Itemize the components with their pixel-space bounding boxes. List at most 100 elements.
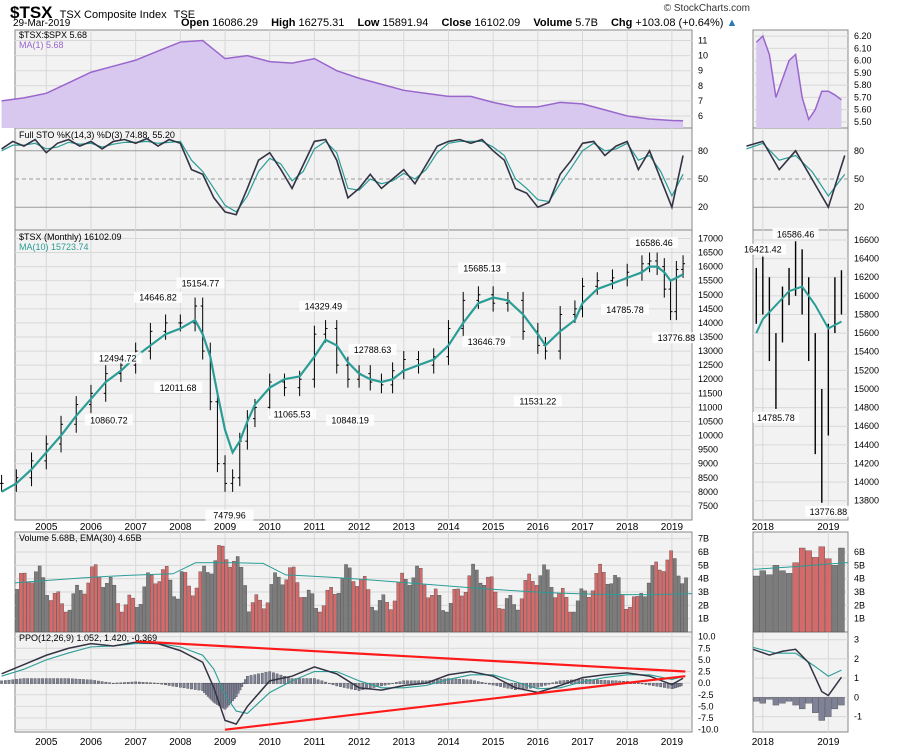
detail-price-y-tick: 16400 bbox=[854, 254, 879, 264]
ppo-histogram-bar bbox=[313, 678, 316, 684]
ppo-histogram-bar bbox=[454, 678, 458, 684]
volume-bar bbox=[41, 577, 46, 633]
volume-bar bbox=[665, 559, 670, 633]
price-y-tick: 13500 bbox=[698, 332, 723, 342]
detail-annotation-bg bbox=[739, 243, 786, 255]
ppo-histogram-bar bbox=[596, 679, 599, 684]
volume-bar bbox=[542, 564, 546, 633]
ppo-histogram-bar bbox=[305, 678, 309, 684]
x-tick-label: 2016 bbox=[527, 737, 550, 748]
volume-bar bbox=[164, 566, 169, 633]
ppo-y-tick: -2.5 bbox=[698, 690, 714, 700]
sto-legend: Full STO %K(14,3) %D(3) 74.88, 55.20 bbox=[19, 130, 175, 140]
volume-bar bbox=[161, 569, 165, 633]
high-value: 16275.31 bbox=[298, 17, 345, 29]
x-tick-label: 2010 bbox=[259, 737, 282, 748]
detail-ppo-histogram bbox=[825, 697, 832, 717]
detail-price-y-tick: 15600 bbox=[854, 328, 879, 338]
ppo-histogram-bar bbox=[346, 683, 350, 689]
detail-volume-bar bbox=[818, 546, 825, 633]
annotation-bg bbox=[462, 335, 511, 347]
volume-bar bbox=[314, 608, 318, 633]
volume-bar bbox=[411, 577, 416, 633]
price-y-tick: 14000 bbox=[698, 318, 723, 328]
x-tick-label: 2010 bbox=[259, 522, 282, 533]
price-y-tick: 10500 bbox=[698, 416, 723, 426]
volume-bar bbox=[583, 590, 587, 633]
volume-bar bbox=[262, 608, 266, 633]
ppo-histogram-bar bbox=[558, 680, 562, 684]
ppo-histogram-bar bbox=[644, 683, 648, 685]
volume-bar bbox=[407, 585, 412, 633]
ppo-histogram-bar bbox=[111, 683, 115, 684]
volume-bar bbox=[620, 594, 625, 633]
sto-y-tick: 50 bbox=[698, 174, 708, 184]
annotation-bg bbox=[600, 303, 649, 315]
close-label: Close bbox=[441, 17, 472, 29]
detail-price-y-tick: 16600 bbox=[854, 235, 879, 245]
price-annotation: 14646.82 bbox=[139, 293, 177, 303]
chart-header: $TSX TSX Composite Index TSE bbox=[10, 3, 195, 23]
ppo-histogram-bar bbox=[473, 680, 476, 684]
volume-bar bbox=[86, 582, 90, 633]
ppo-histogram-bar bbox=[555, 681, 558, 684]
volume-bar bbox=[93, 564, 98, 633]
ppo-histogram-bar bbox=[63, 678, 67, 684]
ppo-histogram-bar bbox=[182, 683, 186, 689]
ppo-histogram-bar bbox=[70, 678, 74, 684]
ppo-y-tick: -10.0 bbox=[698, 725, 719, 735]
ppo-histogram-bar bbox=[41, 678, 44, 684]
volume-bar bbox=[325, 590, 330, 633]
detail-annotation-bg bbox=[752, 411, 799, 423]
detail-volume-bar bbox=[805, 550, 812, 633]
ppo-histogram-bar bbox=[178, 683, 182, 688]
detail-ppo-y-tick: -1 bbox=[854, 712, 862, 722]
price-y-tick: 12000 bbox=[698, 374, 723, 384]
detail-price-y-tick: 15000 bbox=[854, 384, 879, 394]
x-tick-label: 2005 bbox=[35, 737, 58, 748]
volume-bar bbox=[676, 575, 681, 633]
ppo-histogram-bar bbox=[476, 681, 480, 684]
x-tick-label: 2011 bbox=[304, 737, 326, 748]
volume-bar bbox=[26, 582, 31, 633]
ppo-y-tick: 5.0 bbox=[698, 655, 711, 665]
annotation-bg bbox=[630, 237, 679, 249]
volume-bar bbox=[224, 559, 229, 633]
volume-bar bbox=[198, 571, 203, 633]
ratio-line bbox=[1, 39, 684, 122]
ppo-histogram-bar bbox=[409, 680, 413, 684]
volume-bar bbox=[310, 593, 315, 633]
ppo-histogram-bar bbox=[74, 678, 78, 684]
volume-bar bbox=[45, 595, 49, 633]
volume-bar bbox=[631, 596, 636, 633]
volume-bar bbox=[228, 566, 232, 633]
volume-bar bbox=[239, 567, 244, 633]
detail-price-y-tick: 16000 bbox=[854, 291, 879, 301]
detail-price-y-tick: 15400 bbox=[854, 347, 879, 357]
price-annotation: 13776.88 bbox=[658, 333, 696, 343]
detail-ppo-line bbox=[752, 648, 843, 697]
ppo-histogram-bar bbox=[246, 676, 249, 684]
volume-bar bbox=[643, 596, 647, 633]
volume-bar bbox=[112, 584, 117, 633]
ppo-histogram-bar bbox=[115, 682, 119, 684]
ppo-histogram-bar bbox=[648, 683, 651, 686]
volume-bar bbox=[471, 563, 475, 633]
volume-bar bbox=[538, 575, 543, 633]
ppo-histogram-bar bbox=[141, 682, 145, 684]
detail-price-y-tick: 13800 bbox=[854, 496, 879, 506]
ppo-histogram-bar bbox=[145, 682, 149, 684]
ppo-histogram-bar bbox=[240, 683, 244, 687]
price-legend: $TSX (Monthly) 16102.09 bbox=[19, 232, 122, 242]
x-tick-label: 2016 bbox=[527, 522, 550, 533]
volume-bar bbox=[344, 564, 348, 633]
annotation-bg bbox=[133, 291, 182, 303]
sto-d-line bbox=[1, 140, 684, 213]
detail-ppo-histogram bbox=[818, 697, 825, 721]
ppo-histogram-bar bbox=[249, 675, 253, 684]
x-tick-label: 2011 bbox=[304, 522, 326, 533]
ppo-y-tick: 10.0 bbox=[698, 632, 716, 642]
volume-bar bbox=[291, 566, 296, 633]
ppo-histogram-bar bbox=[588, 679, 592, 684]
